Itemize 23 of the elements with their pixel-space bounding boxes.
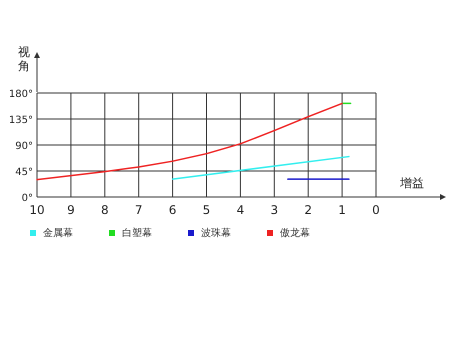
legend-label: 白塑幕 <box>122 227 152 239</box>
x-tick-label: 8 <box>100 203 109 217</box>
x-tick-label: 2 <box>304 203 312 217</box>
x-tick-label: 6 <box>168 203 176 217</box>
x-axis-title: 增益 <box>399 176 424 190</box>
legend-label: 波珠幕 <box>201 227 231 239</box>
y-tick-label: 45° <box>15 167 33 178</box>
x-tick-label: 10 <box>29 203 45 217</box>
y-tick-label: 90° <box>15 141 33 152</box>
x-tick-label: 5 <box>202 203 210 217</box>
x-tick-label: 0 <box>372 203 380 217</box>
x-tick-label: 7 <box>134 203 143 217</box>
x-tick-label: 3 <box>270 203 278 217</box>
y-tick-label: 180° <box>8 89 33 100</box>
y-tick-label: 135° <box>8 115 33 126</box>
x-tick-label: 1 <box>338 203 346 217</box>
line-series <box>36 102 343 180</box>
y-axis-title: 视角 <box>18 45 30 73</box>
legend-label: 金属幕 <box>43 227 73 239</box>
legend-label: 傲龙幕 <box>280 227 310 239</box>
x-tick-label: 4 <box>236 203 244 217</box>
x-tick-label: 9 <box>67 203 75 217</box>
y-tick-label: 0° <box>22 193 33 204</box>
